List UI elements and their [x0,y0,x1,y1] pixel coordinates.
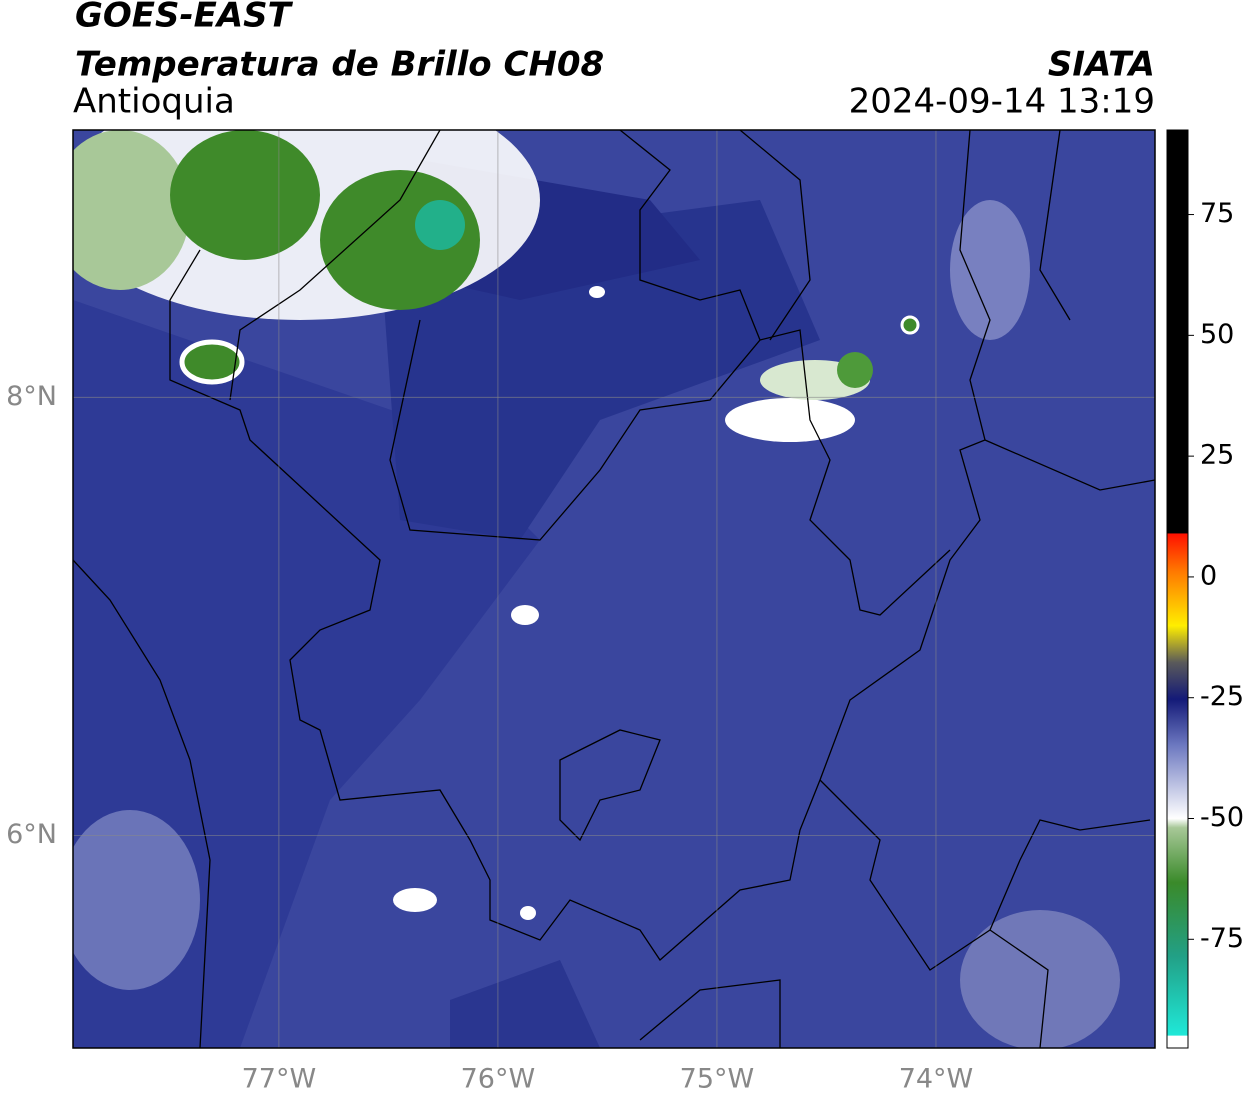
colorbar-tick-label: -25 [1200,681,1244,712]
colorbar-tick-label: 50 [1200,319,1234,350]
y-tick-label: 6°N [6,819,57,850]
x-tick-label: 76°W [461,1064,536,1095]
datetime: 2024-09-14 13:19 [849,82,1155,122]
colorbar [1166,129,1189,1049]
colorbar-tick-label: 75 [1200,198,1234,229]
colorbar-tick-label: 25 [1200,440,1234,471]
colorbar-tick-label: -75 [1200,923,1244,954]
source: SIATA [1048,45,1155,85]
region: Antioquia [73,82,235,122]
satellite-image [73,130,1155,1048]
x-tick-label: 77°W [242,1064,317,1095]
title: GOES-EAST [75,0,294,36]
colorbar-tick-label: 0 [1200,560,1217,591]
x-tick-label: 75°W [680,1064,755,1095]
map-frame [72,129,1156,1049]
colorbar-tick-label: -50 [1200,802,1244,833]
y-tick-label: 8°N [6,381,57,412]
subtitle: Temperatura de Brillo CH08 [75,45,604,85]
x-tick-label: 74°W [899,1064,974,1095]
